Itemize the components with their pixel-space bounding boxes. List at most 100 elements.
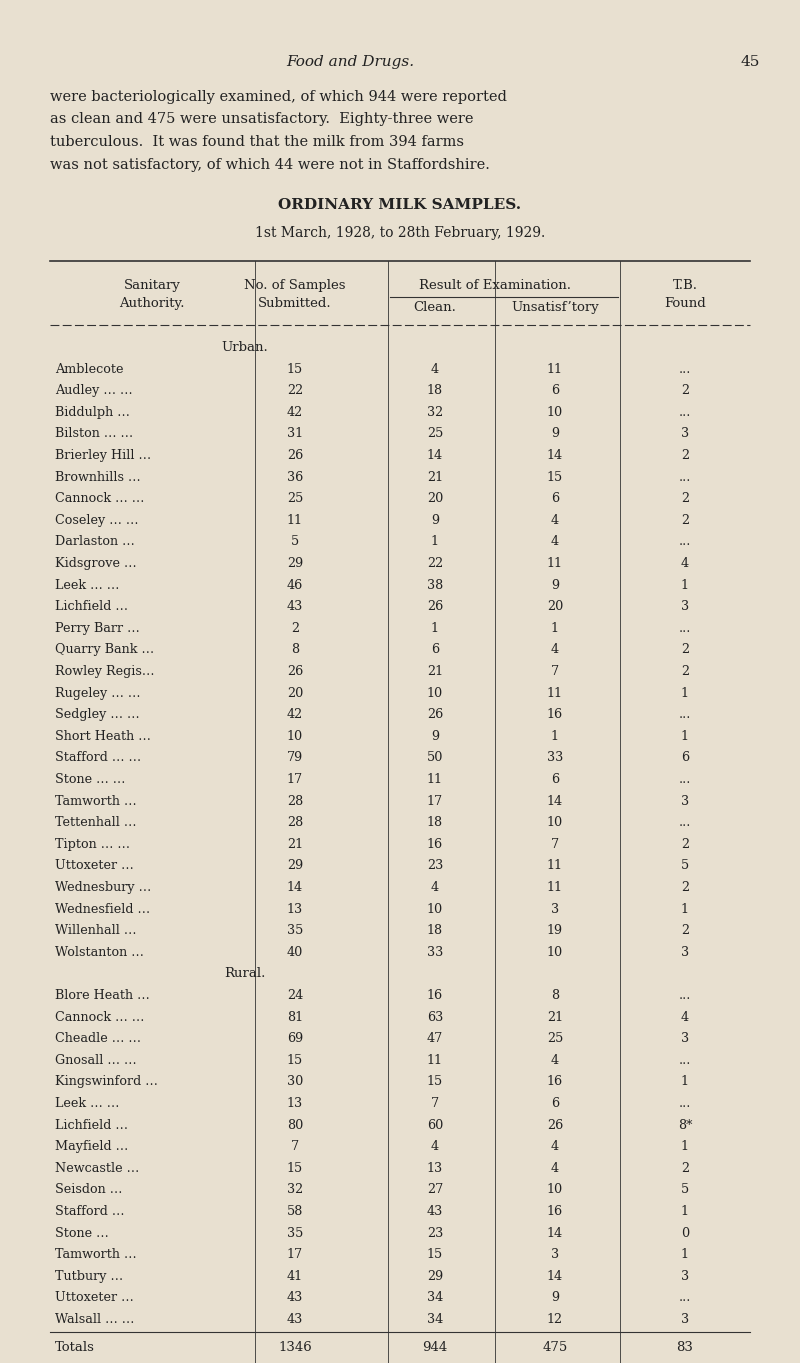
Text: Result of Examination.: Result of Examination. xyxy=(419,279,571,292)
Text: 60: 60 xyxy=(427,1119,443,1131)
Text: 24: 24 xyxy=(287,990,303,1002)
Text: 36: 36 xyxy=(287,470,303,484)
Text: Brownhills …: Brownhills … xyxy=(55,470,141,484)
Text: 14: 14 xyxy=(547,448,563,462)
Text: Tipton … …: Tipton … … xyxy=(55,838,130,851)
Text: Quarry Bank …: Quarry Bank … xyxy=(55,643,154,657)
Text: 17: 17 xyxy=(287,1249,303,1261)
Text: 13: 13 xyxy=(427,1161,443,1175)
Text: 4: 4 xyxy=(431,880,439,894)
Text: 7: 7 xyxy=(551,665,559,677)
Text: 33: 33 xyxy=(427,946,443,958)
Text: 18: 18 xyxy=(427,384,443,397)
Text: Clean.: Clean. xyxy=(414,301,457,313)
Text: Mayfield …: Mayfield … xyxy=(55,1141,128,1153)
Text: ...: ... xyxy=(679,773,691,786)
Text: 0: 0 xyxy=(681,1227,689,1239)
Text: 3: 3 xyxy=(681,600,689,613)
Text: 10: 10 xyxy=(427,687,443,699)
Text: 8: 8 xyxy=(551,990,559,1002)
Text: Totals: Totals xyxy=(55,1341,95,1353)
Text: 19: 19 xyxy=(547,924,563,938)
Text: 23: 23 xyxy=(427,860,443,872)
Text: Leek … …: Leek … … xyxy=(55,1097,119,1109)
Text: 3: 3 xyxy=(551,902,559,916)
Text: ...: ... xyxy=(679,709,691,721)
Text: Leek … …: Leek … … xyxy=(55,579,119,592)
Text: 10: 10 xyxy=(547,1183,563,1197)
Text: 18: 18 xyxy=(427,816,443,829)
Text: 25: 25 xyxy=(287,492,303,506)
Text: 4: 4 xyxy=(551,514,559,527)
Text: 4: 4 xyxy=(551,1054,559,1067)
Text: 1: 1 xyxy=(681,1075,689,1089)
Text: Stone …: Stone … xyxy=(55,1227,109,1239)
Text: Wolstanton …: Wolstanton … xyxy=(55,946,144,958)
Text: 18: 18 xyxy=(427,924,443,938)
Text: 11: 11 xyxy=(547,557,563,570)
Text: 22: 22 xyxy=(287,384,303,397)
Text: 32: 32 xyxy=(287,1183,303,1197)
Text: 43: 43 xyxy=(287,1313,303,1326)
Text: Uttoxeter …: Uttoxeter … xyxy=(55,1291,134,1304)
Text: 475: 475 xyxy=(542,1341,568,1353)
Text: Lichfield …: Lichfield … xyxy=(55,600,128,613)
Text: 25: 25 xyxy=(427,428,443,440)
Text: Tamworth …: Tamworth … xyxy=(55,1249,137,1261)
Text: 5: 5 xyxy=(681,860,689,872)
Text: ...: ... xyxy=(679,816,691,829)
Text: 27: 27 xyxy=(427,1183,443,1197)
Text: 50: 50 xyxy=(427,751,443,765)
Text: 7: 7 xyxy=(431,1097,439,1109)
Text: Stafford …: Stafford … xyxy=(55,1205,125,1219)
Text: Stone … …: Stone … … xyxy=(55,773,126,786)
Text: 81: 81 xyxy=(287,1010,303,1024)
Text: Darlaston …: Darlaston … xyxy=(55,536,134,548)
Text: 14: 14 xyxy=(287,880,303,894)
Text: 15: 15 xyxy=(287,1161,303,1175)
Text: ...: ... xyxy=(679,1054,691,1067)
Text: 45: 45 xyxy=(740,55,760,70)
Text: 1st March, 1928, to 28th February, 1929.: 1st March, 1928, to 28th February, 1929. xyxy=(255,226,545,240)
Text: Submitted.: Submitted. xyxy=(258,297,332,309)
Text: Cannock … …: Cannock … … xyxy=(55,1010,144,1024)
Text: 83: 83 xyxy=(677,1341,694,1353)
Text: Gnosall … …: Gnosall … … xyxy=(55,1054,137,1067)
Text: Found: Found xyxy=(664,297,706,309)
Text: 42: 42 xyxy=(287,709,303,721)
Text: 3: 3 xyxy=(681,1313,689,1326)
Text: 63: 63 xyxy=(427,1010,443,1024)
Text: 11: 11 xyxy=(547,880,563,894)
Text: 35: 35 xyxy=(287,1227,303,1239)
Text: 15: 15 xyxy=(427,1249,443,1261)
Text: 4: 4 xyxy=(551,643,559,657)
Text: 29: 29 xyxy=(287,557,303,570)
Text: ...: ... xyxy=(679,1291,691,1304)
Text: 2: 2 xyxy=(681,492,689,506)
Text: 28: 28 xyxy=(287,816,303,829)
Text: 8*: 8* xyxy=(678,1119,692,1131)
Text: 14: 14 xyxy=(547,1270,563,1283)
Text: ...: ... xyxy=(679,406,691,418)
Text: were bacteriologically examined, of which 944 were reported: were bacteriologically examined, of whic… xyxy=(50,90,507,104)
Text: 21: 21 xyxy=(427,470,443,484)
Text: tuberculous.  It was found that the milk from 394 farms: tuberculous. It was found that the milk … xyxy=(50,135,464,149)
Text: Kingswinford …: Kingswinford … xyxy=(55,1075,158,1089)
Text: 26: 26 xyxy=(287,665,303,677)
Text: 2: 2 xyxy=(681,924,689,938)
Text: 43: 43 xyxy=(287,1291,303,1304)
Text: 11: 11 xyxy=(287,514,303,527)
Text: 3: 3 xyxy=(681,1032,689,1045)
Text: 58: 58 xyxy=(287,1205,303,1219)
Text: 11: 11 xyxy=(427,1054,443,1067)
Text: 4: 4 xyxy=(551,536,559,548)
Text: 22: 22 xyxy=(427,557,443,570)
Text: 21: 21 xyxy=(427,665,443,677)
Text: 26: 26 xyxy=(547,1119,563,1131)
Text: 13: 13 xyxy=(287,1097,303,1109)
Text: 12: 12 xyxy=(547,1313,563,1326)
Text: 16: 16 xyxy=(427,990,443,1002)
Text: 10: 10 xyxy=(287,729,303,743)
Text: 944: 944 xyxy=(422,1341,448,1353)
Text: 21: 21 xyxy=(287,838,303,851)
